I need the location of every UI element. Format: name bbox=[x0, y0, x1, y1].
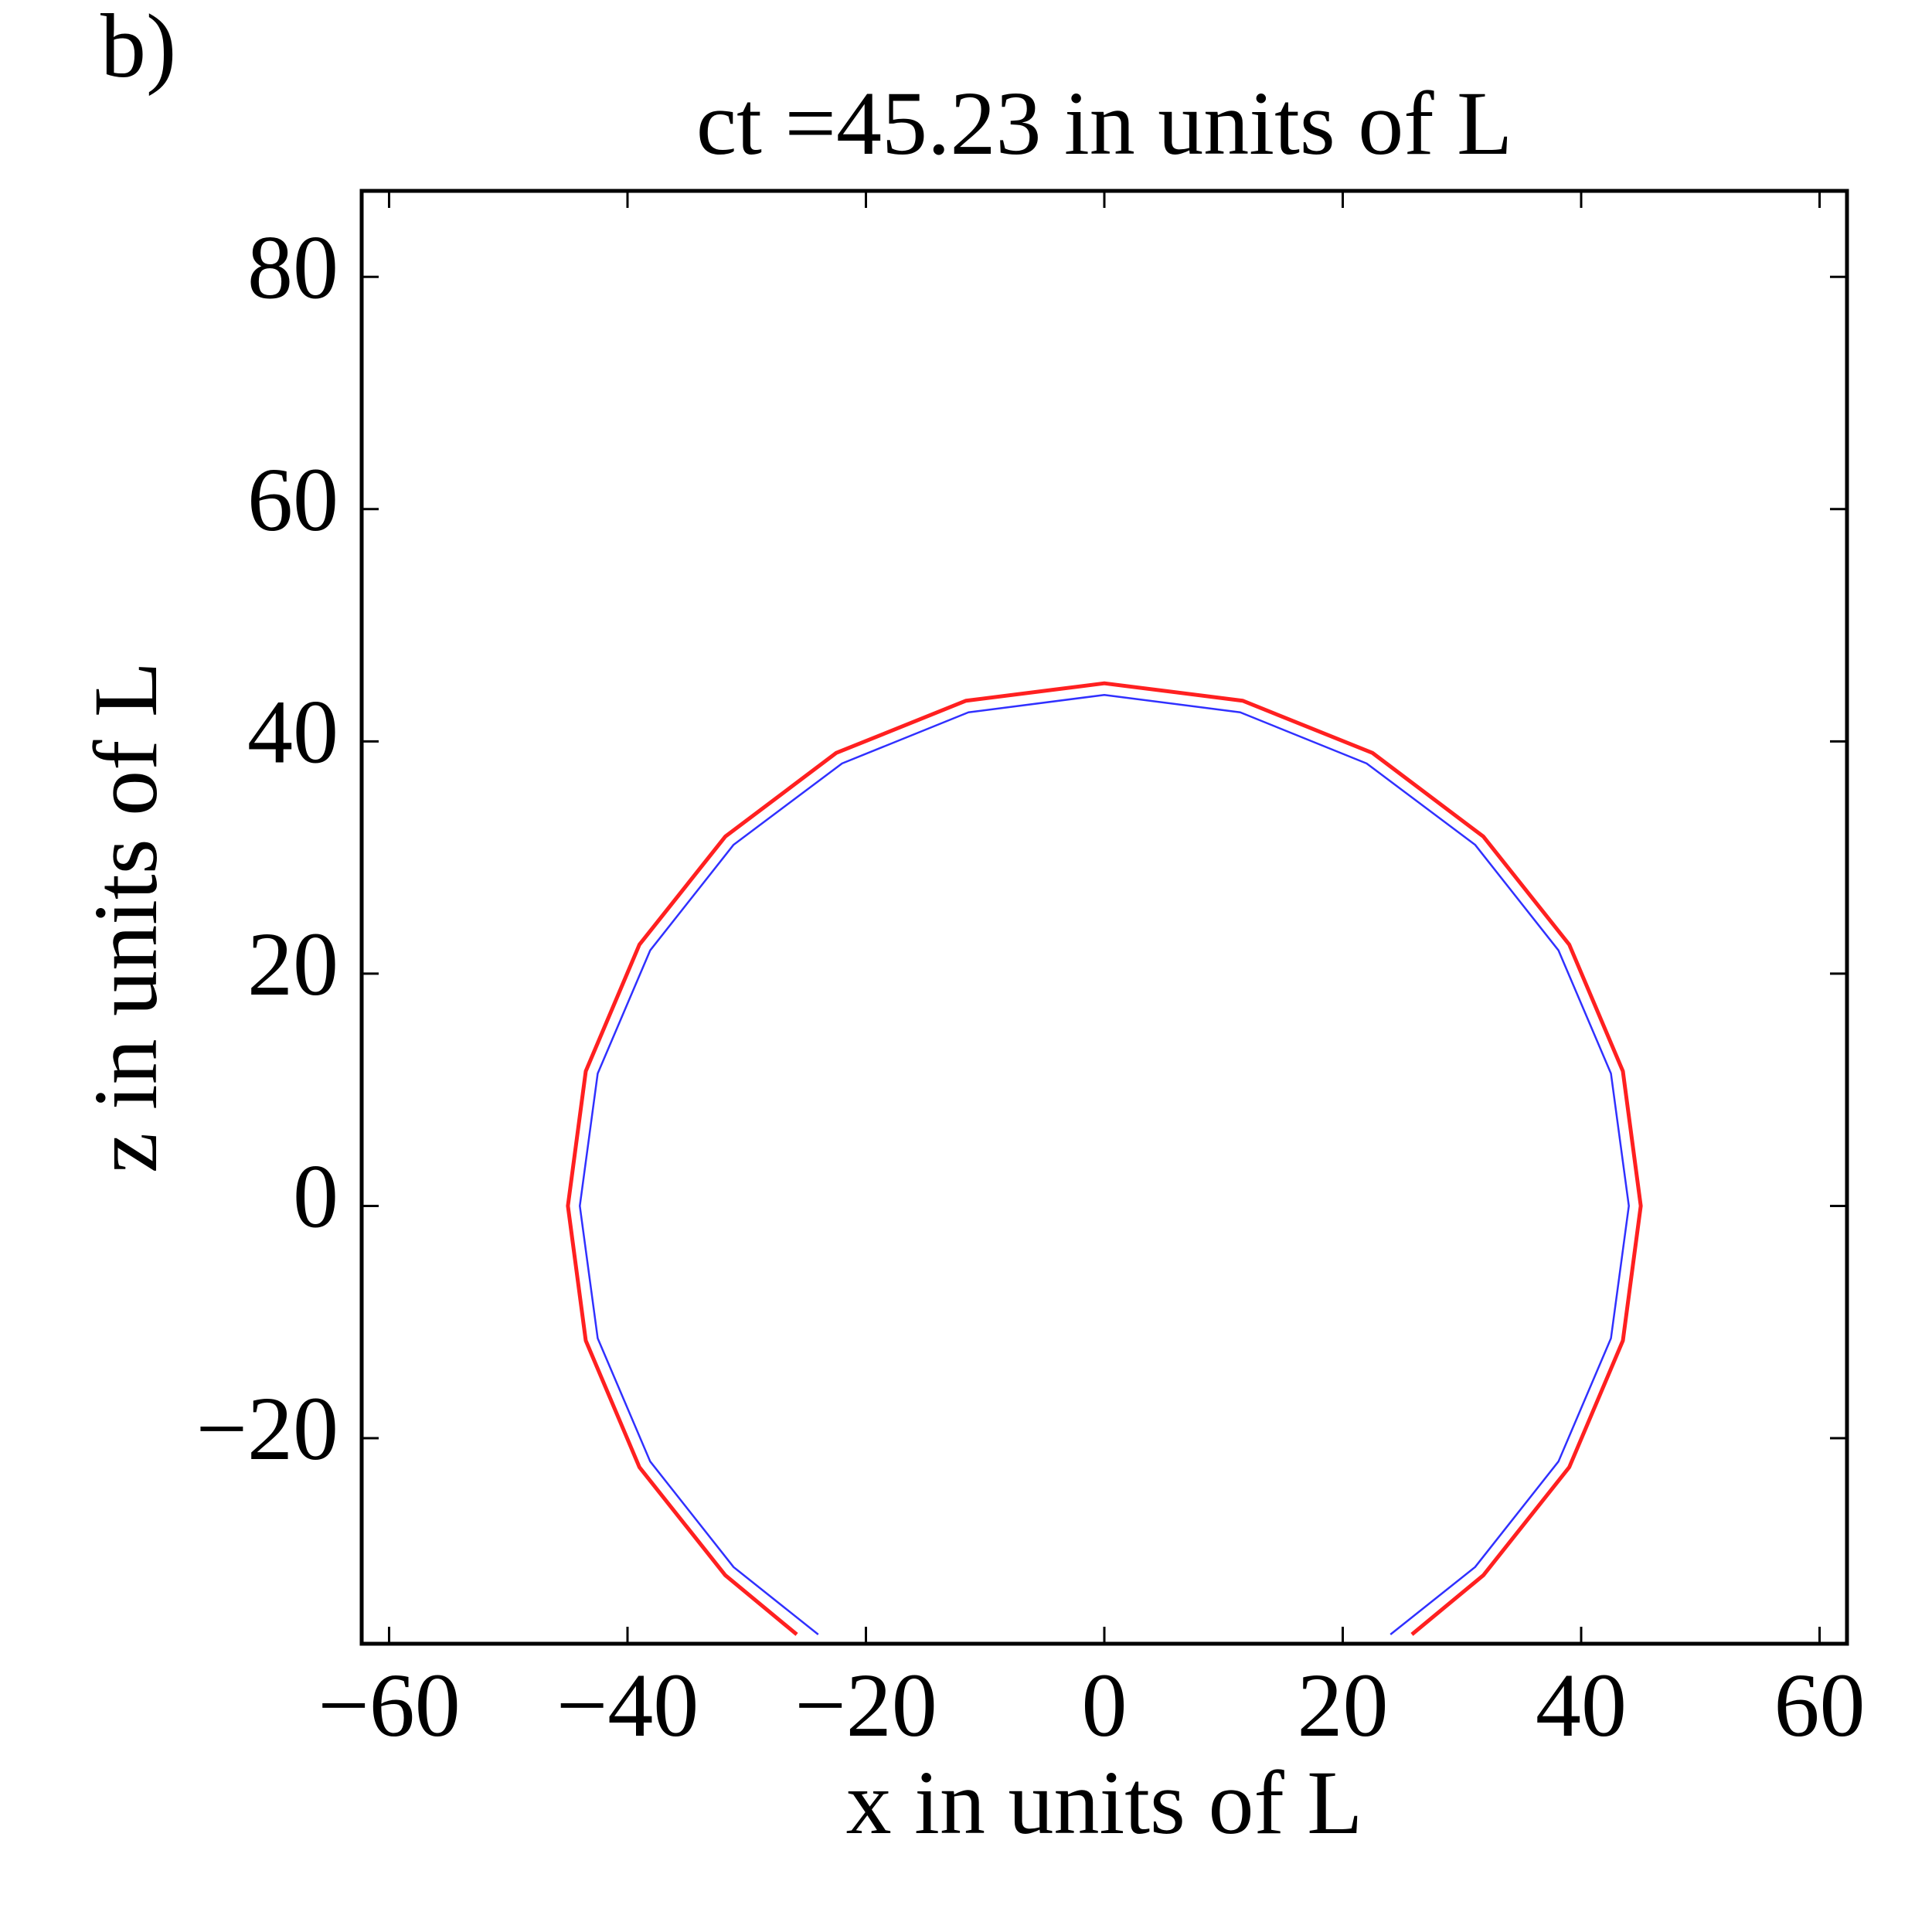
plot-frame bbox=[359, 189, 1849, 1646]
y-tick-label: 60 bbox=[247, 449, 338, 550]
y-tick-label: −20 bbox=[196, 1378, 338, 1479]
x-tick-label: −40 bbox=[556, 1655, 699, 1756]
panel-label: b) bbox=[100, 0, 176, 97]
x-tick-label: 20 bbox=[1298, 1655, 1389, 1756]
y-axis-label: z in units of L bbox=[75, 662, 176, 1173]
y-tick-label: 40 bbox=[247, 681, 338, 782]
x-tick-label: −20 bbox=[794, 1655, 937, 1756]
x-tick-label: 0 bbox=[1082, 1655, 1128, 1756]
series-line bbox=[566, 681, 1643, 1636]
x-tick-label: 60 bbox=[1774, 1655, 1866, 1756]
x-axis-label: x in units of L bbox=[846, 1752, 1363, 1853]
y-tick-label: 20 bbox=[247, 913, 338, 1015]
x-tick-label: −60 bbox=[318, 1655, 461, 1756]
y-tick-label: 0 bbox=[293, 1146, 338, 1247]
chart-title: ct =45.23 in units of L bbox=[696, 73, 1512, 174]
x-tick-label: 40 bbox=[1536, 1655, 1627, 1756]
y-tick-label: 80 bbox=[247, 216, 338, 318]
series-line bbox=[579, 693, 1630, 1635]
